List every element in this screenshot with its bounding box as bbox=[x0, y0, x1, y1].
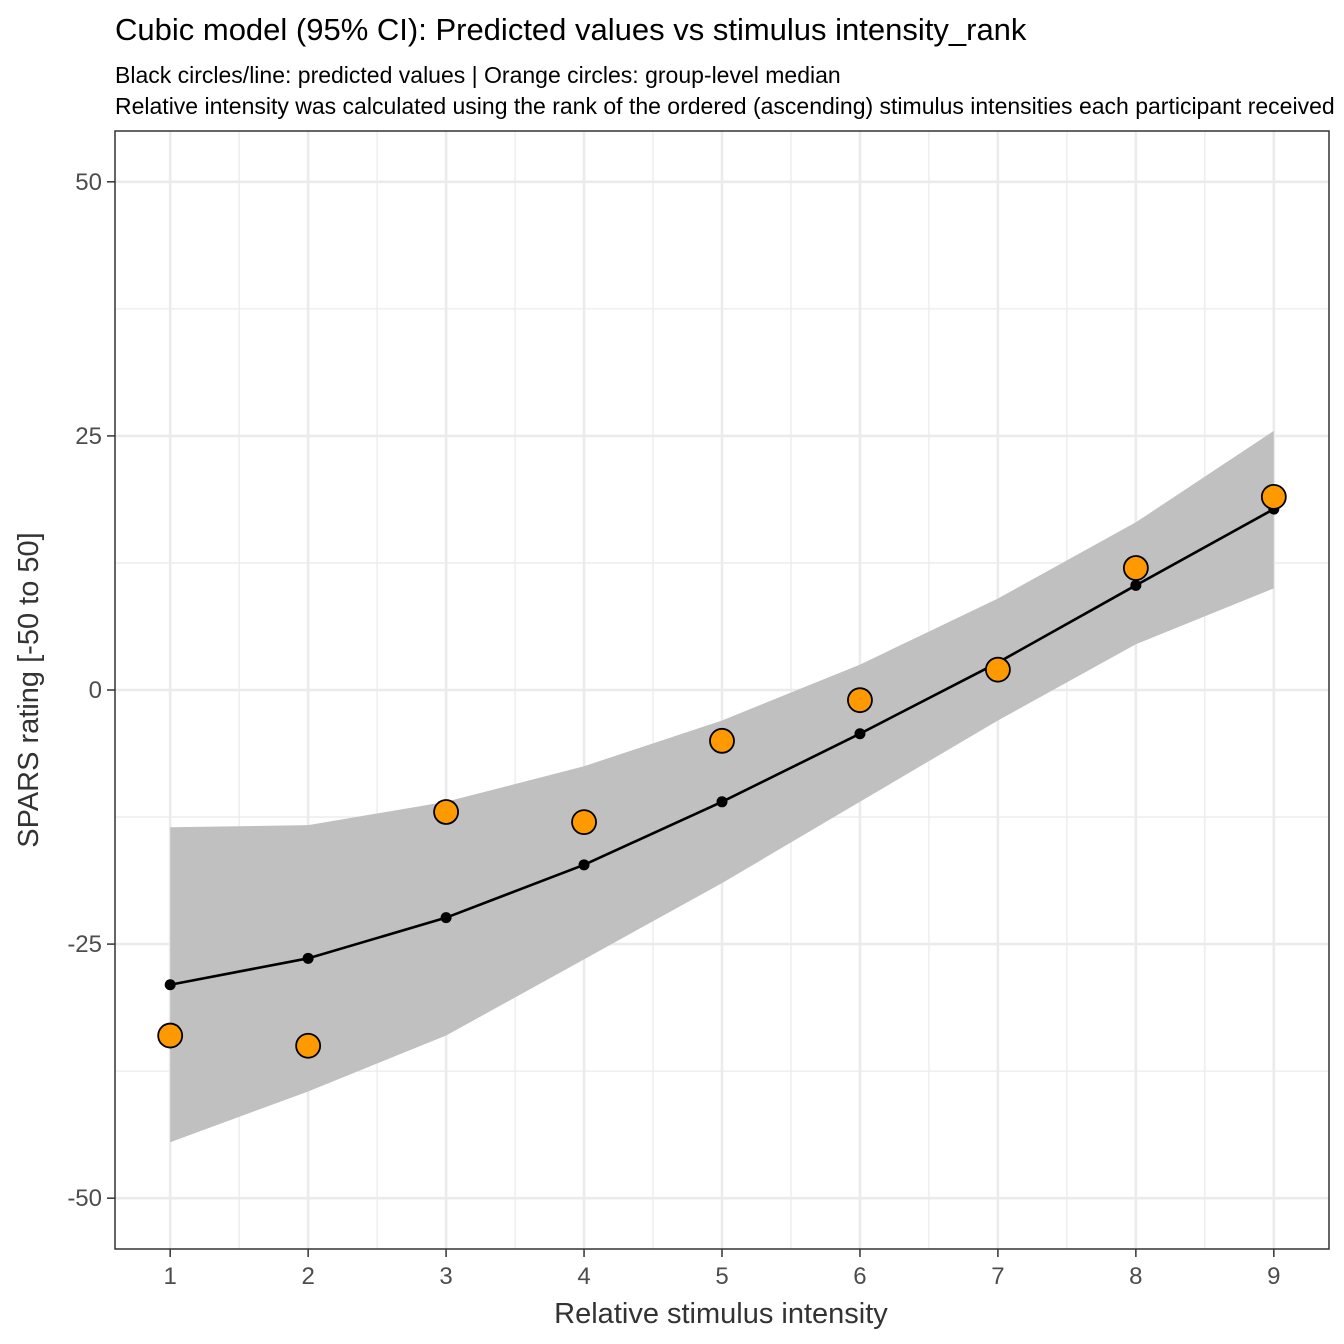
y-tick-label: 50 bbox=[75, 169, 102, 196]
y-tick-label: 0 bbox=[89, 677, 102, 704]
chart-title: Cubic model (95% CI): Predicted values v… bbox=[115, 12, 1027, 47]
x-axis-title: Relative stimulus intensity bbox=[554, 1298, 888, 1330]
y-axis-title: SPARS rating [-50 to 50] bbox=[13, 532, 45, 847]
x-tick-label: 8 bbox=[1129, 1263, 1142, 1290]
x-tick-label: 5 bbox=[715, 1263, 728, 1290]
predicted-point bbox=[854, 728, 866, 740]
points-layer bbox=[157, 483, 1287, 1059]
chart-subtitle-line-2: Relative intensity was calculated using … bbox=[115, 93, 1335, 119]
predicted-point bbox=[578, 859, 590, 871]
predicted-point bbox=[1130, 579, 1142, 591]
predicted-point bbox=[164, 979, 176, 991]
x-tick-label: 4 bbox=[577, 1263, 590, 1290]
predicted-point bbox=[440, 912, 452, 924]
y-tick-label: 25 bbox=[75, 423, 102, 450]
median-point bbox=[433, 799, 459, 825]
y-tick-label: -50 bbox=[67, 1185, 102, 1212]
median-point bbox=[847, 687, 873, 714]
chart-subtitle-line-1: Black circles/line: predicted values | O… bbox=[115, 62, 841, 88]
x-tick-label: 7 bbox=[991, 1263, 1004, 1290]
median-point bbox=[1122, 555, 1149, 581]
y-tick-label: -25 bbox=[67, 931, 102, 958]
axes: 1 2 3 4 5 6 7 8 9 -50 -25 0 25 50 bbox=[67, 130, 1330, 1290]
x-tick-label: 2 bbox=[301, 1263, 314, 1290]
median-point bbox=[985, 656, 1011, 683]
predicted-point bbox=[716, 796, 728, 808]
median-point bbox=[1260, 483, 1287, 510]
confidence-band bbox=[170, 430, 1274, 1143]
median-point bbox=[709, 727, 735, 754]
predicted-point bbox=[302, 952, 314, 964]
median-point bbox=[157, 1022, 184, 1049]
x-tick-label: 3 bbox=[439, 1263, 452, 1290]
x-tick-label: 9 bbox=[1267, 1263, 1280, 1290]
median-point bbox=[295, 1032, 322, 1059]
x-tick-label: 6 bbox=[853, 1263, 866, 1290]
median-point bbox=[571, 809, 597, 836]
x-tick-label: 1 bbox=[164, 1263, 177, 1290]
confidence-band-layer bbox=[170, 430, 1274, 1143]
